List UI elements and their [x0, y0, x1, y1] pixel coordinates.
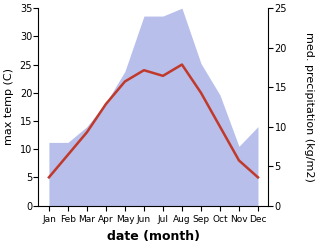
Y-axis label: max temp (C): max temp (C) [4, 68, 14, 145]
X-axis label: date (month): date (month) [107, 230, 200, 243]
Y-axis label: med. precipitation (kg/m2): med. precipitation (kg/m2) [304, 32, 314, 182]
